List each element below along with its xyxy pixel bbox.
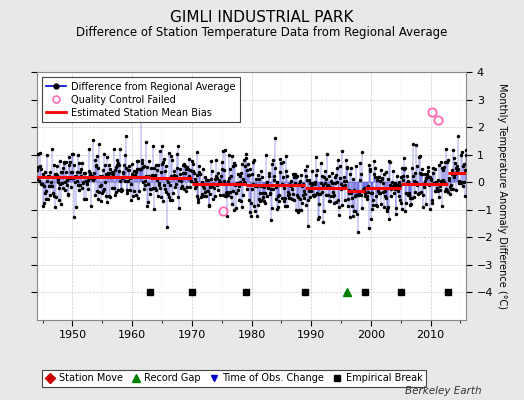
Text: Difference of Station Temperature Data from Regional Average: Difference of Station Temperature Data f… (77, 26, 447, 39)
Y-axis label: Monthly Temperature Anomaly Difference (°C): Monthly Temperature Anomaly Difference (… (497, 83, 507, 309)
Legend: Station Move, Record Gap, Time of Obs. Change, Empirical Break: Station Move, Record Gap, Time of Obs. C… (41, 370, 427, 387)
Text: GIMLI INDUSTRIAL PARK: GIMLI INDUSTRIAL PARK (170, 10, 354, 25)
Text: Berkeley Earth: Berkeley Earth (406, 386, 482, 396)
